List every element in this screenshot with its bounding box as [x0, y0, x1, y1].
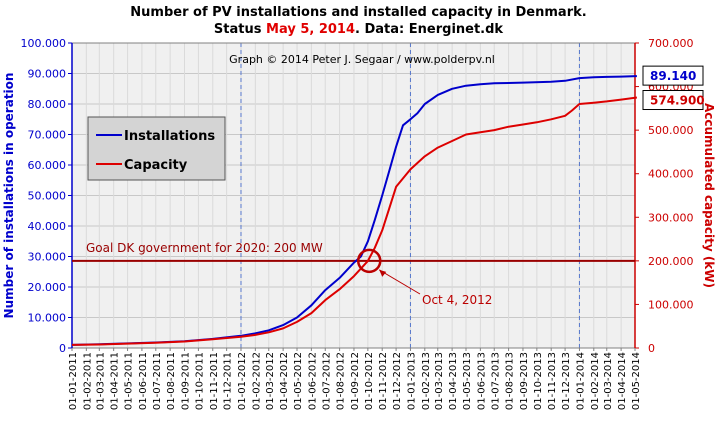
- legend-label-installations: Installations: [124, 129, 215, 144]
- x-tick-label: 01-10-2013: [533, 352, 544, 410]
- x-tick-label: 01-08-2011: [166, 352, 177, 410]
- x-tick-label: 01-01-2013: [406, 352, 417, 410]
- x-tick-label: 01-02-2011: [82, 352, 93, 410]
- y-right-tick-label: 0: [648, 342, 655, 355]
- annotation-label: Oct 4, 2012: [422, 293, 492, 307]
- x-tick-label: 01-01-2012: [237, 352, 248, 410]
- x-tick-label: 01-06-2011: [138, 352, 149, 410]
- x-tick-label: 01-10-2012: [364, 352, 375, 410]
- x-tick-label: 01-02-2014: [590, 352, 601, 410]
- x-tick-label: 01-04-2012: [279, 352, 290, 410]
- y-left-tick-label: 100.000: [21, 37, 67, 50]
- chart-title-line2: Status May 5, 2014. Data: Energinet.dk: [0, 22, 717, 37]
- x-tick-label: 01-11-2012: [378, 352, 389, 410]
- y-right-tick-label: 100.000: [648, 298, 694, 311]
- y-right-tick-label: 400.000: [648, 168, 694, 181]
- capacity-current-value: 574.900: [650, 94, 705, 108]
- x-tick-label: 01-05-2011: [124, 352, 135, 410]
- capacity-value-box: [642, 90, 704, 111]
- x-tick-label: 01-08-2013: [505, 352, 516, 410]
- installations-value-box: [642, 65, 704, 86]
- title-status-prefix: Status: [213, 22, 267, 37]
- legend-label-capacity: Capacity: [124, 158, 188, 173]
- x-tick-label: 01-11-2013: [547, 352, 558, 410]
- y-right-axis-title: Accumulated capacity (kW): [702, 103, 716, 288]
- x-tick-label: 01-12-2012: [392, 352, 403, 410]
- y-left-tick-label: 60.000: [28, 159, 67, 172]
- x-tick-label: 01-01-2011: [68, 352, 79, 410]
- x-tick-label: 01-07-2011: [152, 352, 163, 410]
- x-tick-label: 01-07-2013: [490, 352, 501, 410]
- credit-text: Graph © 2014 Peter J. Segaar / www.polde…: [229, 53, 495, 66]
- y-left-tick-label: 10.000: [28, 312, 67, 325]
- series-line-capacity: [71, 96, 638, 346]
- x-tick-label: 01-04-2011: [110, 352, 121, 410]
- x-tick-label: 01-02-2012: [251, 352, 262, 410]
- chart-title-line1: Number of PV installations and installed…: [130, 5, 587, 20]
- title-data-source: . Data: Energinet.dk: [355, 22, 504, 37]
- x-tick-label: 01-03-2012: [265, 352, 276, 410]
- x-tick-label: 01-06-2013: [476, 352, 487, 410]
- x-tick-label: 01-01-2014: [575, 352, 586, 410]
- x-tick-label: 01-06-2012: [307, 352, 318, 410]
- x-tick-label: 01-04-2013: [448, 352, 459, 410]
- crossing-circle: [356, 248, 382, 274]
- y-left-tick-label: 40.000: [28, 220, 67, 233]
- x-tick-label: 01-05-2014: [631, 352, 642, 410]
- y-left-tick-label: 70.000: [28, 129, 67, 142]
- y-left-tick-label: 80.000: [28, 98, 67, 111]
- x-tick-label: 01-03-2013: [434, 352, 445, 410]
- x-tick-label: 01-09-2011: [181, 352, 192, 410]
- y-left-axis-title: Number of installations in operation: [2, 73, 16, 319]
- legend-box: [87, 116, 226, 181]
- x-tick-label: 01-09-2012: [350, 352, 361, 410]
- x-tick-label: 01-04-2014: [617, 352, 628, 410]
- y-right-tick-label: 300.000: [648, 211, 694, 224]
- x-tick-label: 01-03-2011: [95, 352, 106, 410]
- y-left-tick-label: 30.000: [28, 251, 67, 264]
- x-tick-label: 01-12-2011: [223, 352, 234, 410]
- x-tick-label: 01-07-2012: [321, 352, 332, 410]
- goal-line-label: Goal DK government for 2020: 200 MW: [86, 241, 323, 255]
- x-tick-label: 01-05-2013: [462, 352, 473, 410]
- y-right-tick-label: 700.000: [648, 37, 694, 50]
- y-left-tick-label: 50.000: [28, 190, 67, 203]
- x-tick-label: 01-11-2011: [209, 352, 220, 410]
- x-tick-label: 01-10-2011: [194, 352, 205, 410]
- x-tick-label: 01-02-2013: [421, 352, 432, 410]
- x-tick-label: 01-05-2012: [293, 352, 304, 410]
- x-tick-label: 01-09-2013: [519, 352, 530, 410]
- annotation-leader: [378, 269, 421, 295]
- installations-current-value: 89.140: [650, 69, 696, 83]
- y-right-tick-label: 500.000: [648, 124, 694, 137]
- title-status-date: May 5, 2014: [266, 22, 356, 37]
- x-tick-label: 01-12-2013: [561, 352, 572, 410]
- y-left-tick-label: 90.000: [28, 68, 67, 81]
- y-left-tick-label: 20.000: [28, 281, 67, 294]
- y-right-tick-label: 200.000: [648, 255, 694, 268]
- x-tick-label: 01-03-2014: [603, 352, 614, 410]
- y-left-tick-label: 0: [59, 342, 66, 355]
- annotation-arrowhead: [379, 269, 387, 277]
- x-tick-label: 01-08-2012: [336, 352, 347, 410]
